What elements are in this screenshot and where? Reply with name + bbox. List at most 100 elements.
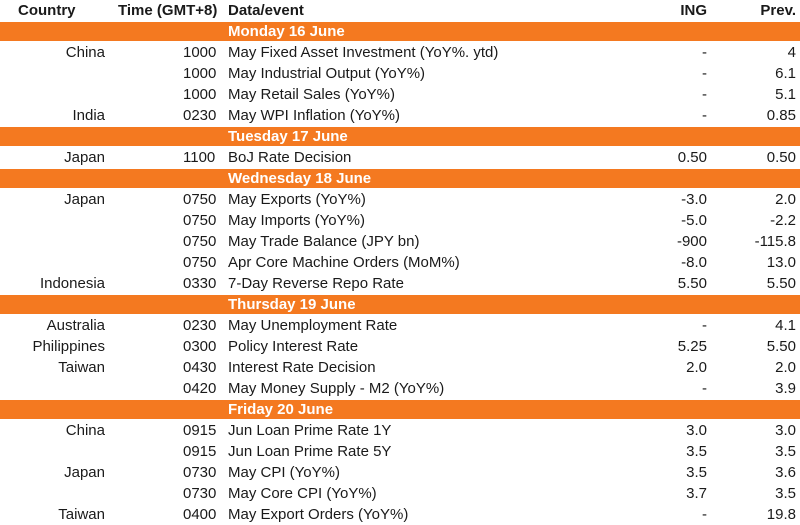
time-cell: 0915: [183, 443, 217, 460]
table-row: Japan 0750 May Exports (YoY%) -3.0 2.0: [0, 189, 800, 210]
country-cell: Australia: [46, 317, 105, 334]
ing-forecast-cell: -5.0: [681, 212, 707, 229]
event-cell: May Exports (YoY%): [228, 191, 366, 208]
time-cell: 1000: [183, 44, 217, 61]
previous-value-cell: 0.50: [766, 149, 796, 166]
ing-forecast-cell: 3.0: [686, 422, 707, 439]
time-cell: 0750: [183, 233, 217, 250]
ing-forecast-cell: 2.0: [686, 359, 707, 376]
table-row: 0420 May Money Supply - M2 (YoY%) - 3.9: [0, 378, 800, 399]
country-cell: Taiwan: [58, 506, 105, 523]
header-time: Time (GMT+8): [118, 2, 218, 19]
day-header: Monday 16 June: [0, 22, 800, 41]
time-cell: 1100: [183, 149, 216, 166]
event-cell: May Core CPI (YoY%): [228, 485, 377, 502]
time-cell: 0430: [183, 359, 217, 376]
time-cell: 0300: [183, 338, 217, 355]
previous-value-cell: 3.5: [775, 485, 796, 502]
country-cell: China: [65, 422, 105, 439]
country-cell: Indonesia: [39, 275, 105, 292]
table-row: Taiwan 0430 Interest Rate Decision 2.0 2.0: [0, 357, 800, 378]
country-cell: Taiwan: [58, 359, 105, 376]
time-cell: 1000: [183, 86, 217, 103]
previous-value-cell: 2.0: [775, 191, 796, 208]
table-row: Philippines 0300 Policy Interest Rate 5.25 5…: [0, 336, 800, 357]
time-cell: 0730: [183, 464, 217, 481]
event-cell: May WPI Inflation (YoY%): [228, 107, 401, 124]
table-row: 1000 May Industrial Output (YoY%) - 6.1: [0, 63, 800, 84]
previous-value-cell: 4.1: [775, 317, 796, 334]
time-cell: 0230: [183, 317, 217, 334]
event-cell: Apr Core Machine Orders (MoM%): [228, 254, 460, 271]
event-cell: 7-Day Reverse Repo Rate: [228, 275, 404, 292]
ing-forecast-cell: -: [702, 380, 707, 397]
ing-forecast-cell: -3.0: [681, 191, 707, 208]
ing-forecast-cell: -: [702, 44, 707, 61]
header-prev: Prev.: [760, 2, 796, 19]
day-label: Monday 16 June: [228, 23, 345, 40]
ing-forecast-cell: -: [702, 506, 707, 523]
ing-forecast-cell: 3.5: [686, 443, 707, 460]
time-cell: 0230: [183, 107, 217, 124]
table-row: 0750 Apr Core Machine Orders (MoM%) -8.0 13…: [0, 252, 800, 273]
table-row: 0915 Jun Loan Prime Rate 5Y 3.5 3.5: [0, 441, 800, 462]
event-cell: May CPI (YoY%): [228, 464, 340, 481]
day-header: Tuesday 17 June: [0, 127, 800, 146]
header-ing: ING: [680, 2, 707, 19]
ing-forecast-cell: -8.0: [681, 254, 707, 271]
event-cell: May Imports (YoY%): [228, 212, 365, 229]
country-cell: Philippines: [32, 338, 105, 355]
time-cell: 1000: [183, 65, 217, 82]
ing-forecast-cell: 0.50: [677, 149, 707, 166]
time-cell: 0330: [183, 275, 217, 292]
event-cell: May Trade Balance (JPY bn): [228, 233, 420, 250]
previous-value-cell: 5.1: [775, 86, 796, 103]
previous-value-cell: -115.8: [754, 233, 796, 250]
table-header: Country Time (GMT+8) Data/event ING Prev…: [0, 0, 800, 21]
header-event: Data/event: [228, 2, 304, 19]
ing-forecast-cell: 5.25: [677, 338, 707, 355]
previous-value-cell: 3.6: [775, 464, 796, 481]
time-cell: 0750: [183, 212, 217, 229]
event-cell: May Money Supply - M2 (YoY%): [228, 380, 445, 397]
ing-forecast-cell: 3.7: [686, 485, 707, 502]
time-cell: 0750: [183, 254, 217, 271]
event-cell: May Export Orders (YoY%): [228, 506, 409, 523]
table-row: Taiwan 0400 May Export Orders (YoY%) - 19.8: [0, 504, 800, 525]
previous-value-cell: 3.5: [775, 443, 796, 460]
table-body: Monday 16 June China 1000 May Fixed Asset I…: [0, 22, 800, 525]
time-cell: 0750: [183, 191, 217, 208]
time-cell: 0420: [183, 380, 217, 397]
country-cell: India: [72, 107, 105, 124]
time-cell: 0730: [183, 485, 217, 502]
previous-value-cell: 2.0: [775, 359, 796, 376]
table-row: India 0230 May WPI Inflation (YoY%) - 0.85: [0, 105, 800, 126]
previous-value-cell: 3.0: [775, 422, 796, 439]
day-header: Wednesday 18 June: [0, 169, 800, 188]
day-header: Thursday 19 June: [0, 295, 800, 314]
ing-forecast-cell: -: [702, 107, 707, 124]
country-cell: China: [65, 44, 105, 61]
previous-value-cell: -2.2: [770, 212, 796, 229]
day-label: Wednesday 18 June: [228, 170, 372, 187]
ing-forecast-cell: -: [702, 317, 707, 334]
header-country: Country: [18, 2, 76, 19]
table-row: 0750 May Imports (YoY%) -5.0 -2.2: [0, 210, 800, 231]
table-row: Australia 0230 May Unemployment Rate - 4.1: [0, 315, 800, 336]
previous-value-cell: 6.1: [775, 65, 796, 82]
day-label: Thursday 19 June: [228, 296, 356, 313]
table-row: Japan 0730 May CPI (YoY%) 3.5 3.6: [0, 462, 800, 483]
ing-forecast-cell: -900: [676, 233, 707, 250]
previous-value-cell: 0.85: [766, 107, 796, 124]
day-label: Friday 20 June: [228, 401, 334, 418]
event-cell: Policy Interest Rate: [228, 338, 359, 355]
event-cell: May Unemployment Rate: [228, 317, 398, 334]
ing-forecast-cell: 3.5: [686, 464, 707, 481]
country-cell: Japan: [64, 149, 105, 166]
table-row: China 0915 Jun Loan Prime Rate 1Y 3.0 3.0: [0, 420, 800, 441]
previous-value-cell: 4: [787, 44, 796, 61]
previous-value-cell: 13.0: [766, 254, 796, 271]
country-cell: Japan: [64, 191, 105, 208]
day-header: Friday 20 June: [0, 400, 800, 419]
previous-value-cell: 5.50: [766, 275, 796, 292]
